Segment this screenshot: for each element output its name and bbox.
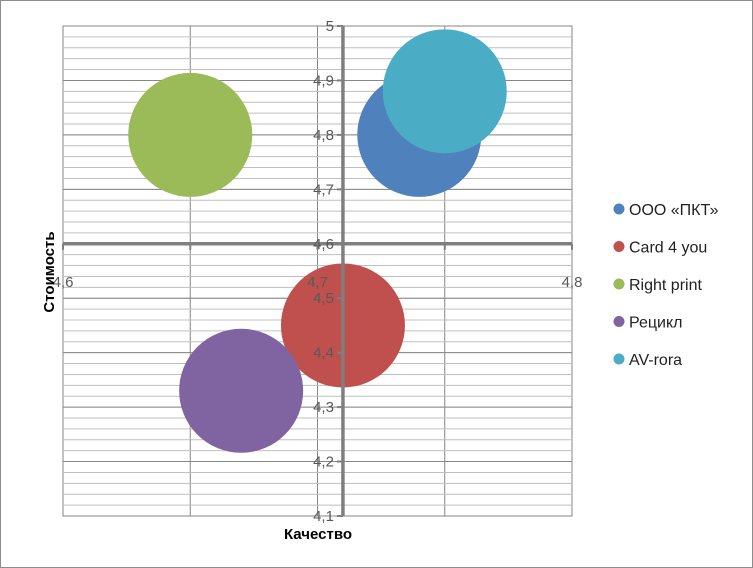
x-axis-title: Качество: [284, 526, 352, 543]
x-tick-label: 4,8: [562, 274, 583, 291]
y-tick-label: 4,2: [313, 454, 334, 471]
legend-marker-4: [613, 316, 625, 327]
y-tick-label: 4,6: [313, 236, 334, 253]
y-tick-label: 4,4: [313, 345, 334, 362]
x-tick-label: 4,6: [53, 274, 74, 291]
tick-labels: 4,6 4,7 4,8 4,1 4,2 4,3 4,4 4,5 4,6 4,7 4,8 4,9 5: [53, 18, 583, 525]
y-tick-label: 4,5: [313, 290, 334, 307]
legend-label-1: ООО «ПКТ»: [629, 202, 719, 219]
y-tick-label: 4,7: [313, 181, 334, 198]
legend-marker-1: [613, 203, 625, 215]
y-axis-title: Стоимость: [41, 231, 58, 312]
bubble-3: [128, 72, 253, 197]
bubble-5: [382, 29, 507, 154]
bubbles: [128, 29, 507, 453]
y-tick-label: 5: [326, 18, 334, 35]
y-tick-label: 4,8: [313, 127, 334, 144]
legend-marker-3: [613, 278, 625, 290]
legend-label-5: AV-rora: [629, 352, 682, 369]
axes: [62, 25, 573, 517]
bubble-4: [179, 328, 304, 453]
legend: ООО «ПКТ» Card 4 you Right print Рецикл AV-r…: [613, 202, 719, 369]
legend-label-2: Card 4 you: [629, 240, 707, 257]
y-tick-label: 4,1: [313, 508, 334, 525]
x-tick-label: 4,7: [307, 274, 328, 291]
legend-label-4: Рецикл: [629, 315, 682, 332]
legend-marker-2: [613, 241, 625, 252]
y-tick-label: 4,9: [313, 72, 334, 89]
legend-marker-5: [613, 353, 625, 365]
y-tick-label: 4,3: [313, 399, 334, 416]
legend-label-3: Right print: [629, 277, 702, 294]
